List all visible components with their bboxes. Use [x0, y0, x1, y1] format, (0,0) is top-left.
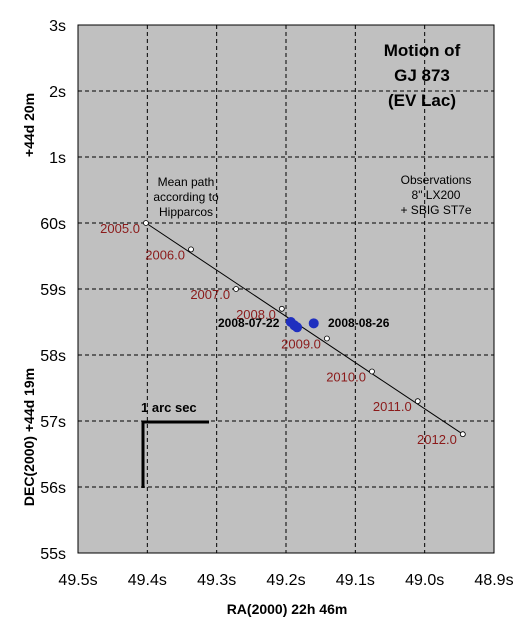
- observation-markers: [285, 317, 319, 333]
- epoch-marker: [414, 398, 421, 405]
- epoch-label: 2011.0: [373, 399, 412, 414]
- chart-title-line-2: GJ 873: [394, 66, 450, 85]
- x-tick-label: 49.0s: [405, 572, 444, 589]
- mean-path-note-3: Hipparcos: [159, 205, 213, 219]
- x-axis-title: RA(2000) 22h 46m: [227, 601, 348, 617]
- x-tick-label: 49.4s: [128, 572, 167, 589]
- epoch-label: 2005.0: [100, 221, 140, 236]
- x-tick-label: 48.9s: [474, 572, 513, 589]
- chart-title-line-3: (EV Lac): [388, 91, 456, 110]
- scale-bar: 1 arc sec: [141, 400, 209, 488]
- epoch-marker: [369, 368, 375, 375]
- grid-lines: [78, 25, 494, 553]
- epoch-label: 2007.0: [190, 287, 230, 302]
- y-tick-label: 60s: [40, 216, 66, 233]
- x-tick-labels: 49.5s 49.4s 49.3s 49.2s 49.1s 49.0s 48.9s: [58, 572, 513, 589]
- y-tick-label: 59s: [40, 282, 66, 299]
- epoch-label: 2006.0: [145, 247, 185, 262]
- epoch-label: 2012.0: [417, 432, 457, 447]
- y-axis-title-upper: +44d 20m: [21, 93, 37, 157]
- x-tick-label: 49.2s: [266, 572, 305, 589]
- observation-label-1: 2008-07-22: [218, 316, 280, 330]
- epoch-markers: 2005.0 2006.0 2007.0 2008.0 2009.0 2010.0 2011…: [100, 220, 466, 447]
- mean-path-note-2: according to: [153, 190, 219, 204]
- epoch-marker: [324, 335, 330, 342]
- y-tick-label: 57s: [40, 414, 66, 431]
- x-tick-label: 49.5s: [58, 572, 97, 589]
- y-tick-label: 58s: [40, 348, 66, 365]
- scale-bar-label: 1 arc sec: [141, 400, 197, 415]
- epoch-label: 2010.0: [326, 370, 366, 385]
- epoch-marker: [278, 305, 285, 312]
- x-tick-label: 49.1s: [336, 572, 375, 589]
- y-tick-label: 2s: [49, 84, 66, 101]
- y-tick-label: 55s: [40, 546, 66, 563]
- epoch-label: 2008.0: [236, 307, 276, 322]
- y-tick-labels: 3s 2s 1s 60s 59s 58s 57s 56s 55s: [40, 18, 66, 563]
- y-tick-label: 1s: [49, 150, 66, 167]
- observations-note-1: Observations: [401, 173, 472, 187]
- observations-note-2: 8" LX200: [412, 188, 461, 202]
- mean-path-note-1: Mean path: [158, 175, 215, 189]
- epoch-marker: [233, 286, 239, 292]
- epoch-label: 2009.0: [281, 337, 321, 352]
- observation-point: [308, 318, 319, 329]
- observation-label-2: 2008-08-26: [328, 316, 390, 330]
- x-tick-label: 49.3s: [197, 572, 236, 589]
- epoch-marker: [459, 431, 466, 438]
- observation-point: [292, 322, 303, 333]
- y-axis-title-lower: DEC(2000) +44d 19m: [21, 368, 37, 506]
- y-tick-label: 3s: [49, 18, 66, 35]
- mean-path-line: [145, 222, 464, 435]
- chart-title-line-1: Motion of: [384, 41, 461, 60]
- epoch-marker: [188, 246, 194, 253]
- scale-bar-shape: [141, 420, 209, 488]
- observations-note-3: + SBIG ST7e: [400, 203, 471, 217]
- epoch-marker: [143, 220, 149, 226]
- y-tick-label: 56s: [40, 480, 66, 497]
